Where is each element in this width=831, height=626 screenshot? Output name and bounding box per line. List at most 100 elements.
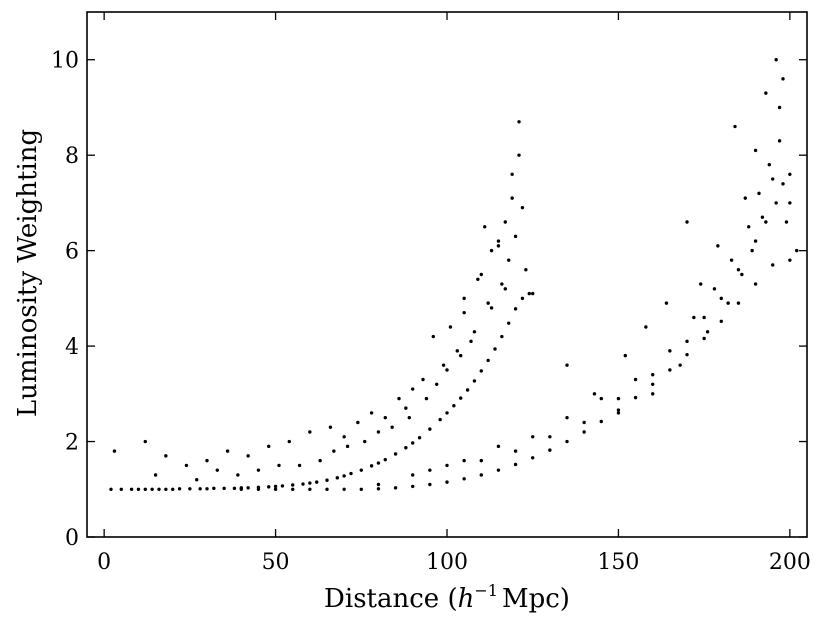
scatter-point <box>736 268 741 272</box>
scatter-point <box>277 463 281 468</box>
x-axis-label: Distance (h−1 Mpc) <box>324 581 570 614</box>
scatter-point <box>318 458 322 463</box>
scatter-point <box>616 411 621 415</box>
scatter-point <box>411 387 415 391</box>
y-tick-label: 6 <box>65 240 79 265</box>
scatter-series-1 <box>109 120 535 491</box>
scatter-point <box>212 486 216 491</box>
scatter-point <box>383 415 387 420</box>
scatter-point <box>489 306 494 310</box>
scatter-point <box>428 427 432 431</box>
x-axis-ticks <box>103 12 791 537</box>
scatter-point <box>246 486 250 490</box>
scatter-point <box>462 477 466 481</box>
scatter-point <box>328 425 333 429</box>
scatter-point <box>342 487 346 491</box>
scatter-point <box>469 339 473 344</box>
scatter-point <box>472 379 477 383</box>
x-tick-label: 100 <box>426 550 468 575</box>
scatter-point <box>462 310 466 315</box>
x-tick-label: 50 <box>262 550 290 575</box>
scatter-point <box>479 473 483 477</box>
scatter-point <box>407 415 411 420</box>
scatter-point <box>441 363 446 367</box>
scatter-point <box>136 487 141 491</box>
y-tick-label: 8 <box>65 144 79 169</box>
scatter-point <box>345 444 350 449</box>
scatter-point <box>616 396 621 401</box>
scatter-point <box>129 487 134 491</box>
scatter-point <box>332 449 336 453</box>
scatter-point <box>503 220 507 224</box>
scatter-point <box>771 263 775 267</box>
scatter-point <box>486 301 490 305</box>
scatter-point <box>315 480 319 484</box>
scatter-point <box>150 487 154 491</box>
scatter-point <box>774 201 778 205</box>
scatter-point <box>455 349 459 353</box>
x-axis-label-math: h <box>458 584 475 614</box>
scatter-point <box>668 349 672 353</box>
scatter-point <box>719 319 723 323</box>
scatter-point <box>483 225 487 229</box>
scatter-point <box>397 396 401 401</box>
scatter-point <box>513 462 518 467</box>
scatter-point <box>740 272 744 277</box>
scatter-point <box>592 392 597 396</box>
scatter-point <box>404 446 408 450</box>
scatter-point <box>500 282 504 286</box>
scatter-point <box>291 483 295 487</box>
scatter-point <box>383 457 387 462</box>
scatter-point <box>520 205 525 210</box>
scatter-point <box>651 382 655 386</box>
scatter-point <box>757 191 761 196</box>
scatter-point <box>510 196 514 200</box>
scatter-point <box>767 163 771 167</box>
y-tick-label: 10 <box>51 49 79 74</box>
scatter-point <box>753 148 758 153</box>
scatter-point <box>198 487 202 491</box>
scatter-point <box>301 482 305 486</box>
scatter-point <box>777 105 782 110</box>
scatter-point <box>246 454 250 458</box>
scatter-point <box>256 468 261 472</box>
scatter-point <box>273 487 278 491</box>
scatter-point <box>702 315 706 320</box>
scatter-point <box>112 449 117 453</box>
scatter-point <box>616 408 621 412</box>
plot-frame <box>86 11 808 538</box>
scatter-point <box>188 487 192 491</box>
scatter-point <box>325 478 329 482</box>
scatter-point <box>699 282 703 286</box>
scatter-point <box>431 334 435 339</box>
scatter-point <box>459 353 463 358</box>
scatter-point <box>685 352 689 357</box>
scatter-point <box>376 430 381 434</box>
scatter-point <box>390 425 394 429</box>
scatter-point <box>489 248 494 253</box>
scatter-point <box>582 420 586 425</box>
scatter-point <box>308 487 312 491</box>
scatter-point <box>705 330 710 334</box>
scatter-point <box>342 474 346 478</box>
scatter-point <box>712 287 717 291</box>
scatter-point <box>157 487 161 491</box>
scatter-point <box>788 258 792 262</box>
x-axis-tick-labels: 0 50 100 150 200 <box>97 550 811 575</box>
scatter-point <box>119 487 123 491</box>
scatter-point <box>184 463 189 468</box>
scatter-point <box>462 296 466 301</box>
scatter-point <box>153 473 158 477</box>
scatter-point <box>369 411 374 415</box>
scatter-point <box>633 395 638 400</box>
scatter-point <box>376 487 381 491</box>
scatter-point <box>438 417 442 422</box>
scatter-point <box>424 396 429 401</box>
scatter-point <box>788 201 792 205</box>
scatter-point <box>760 215 765 219</box>
scatter-point <box>548 448 552 452</box>
scatter-point <box>788 172 792 176</box>
scatter-point <box>479 272 483 277</box>
scatter-point <box>692 315 696 320</box>
